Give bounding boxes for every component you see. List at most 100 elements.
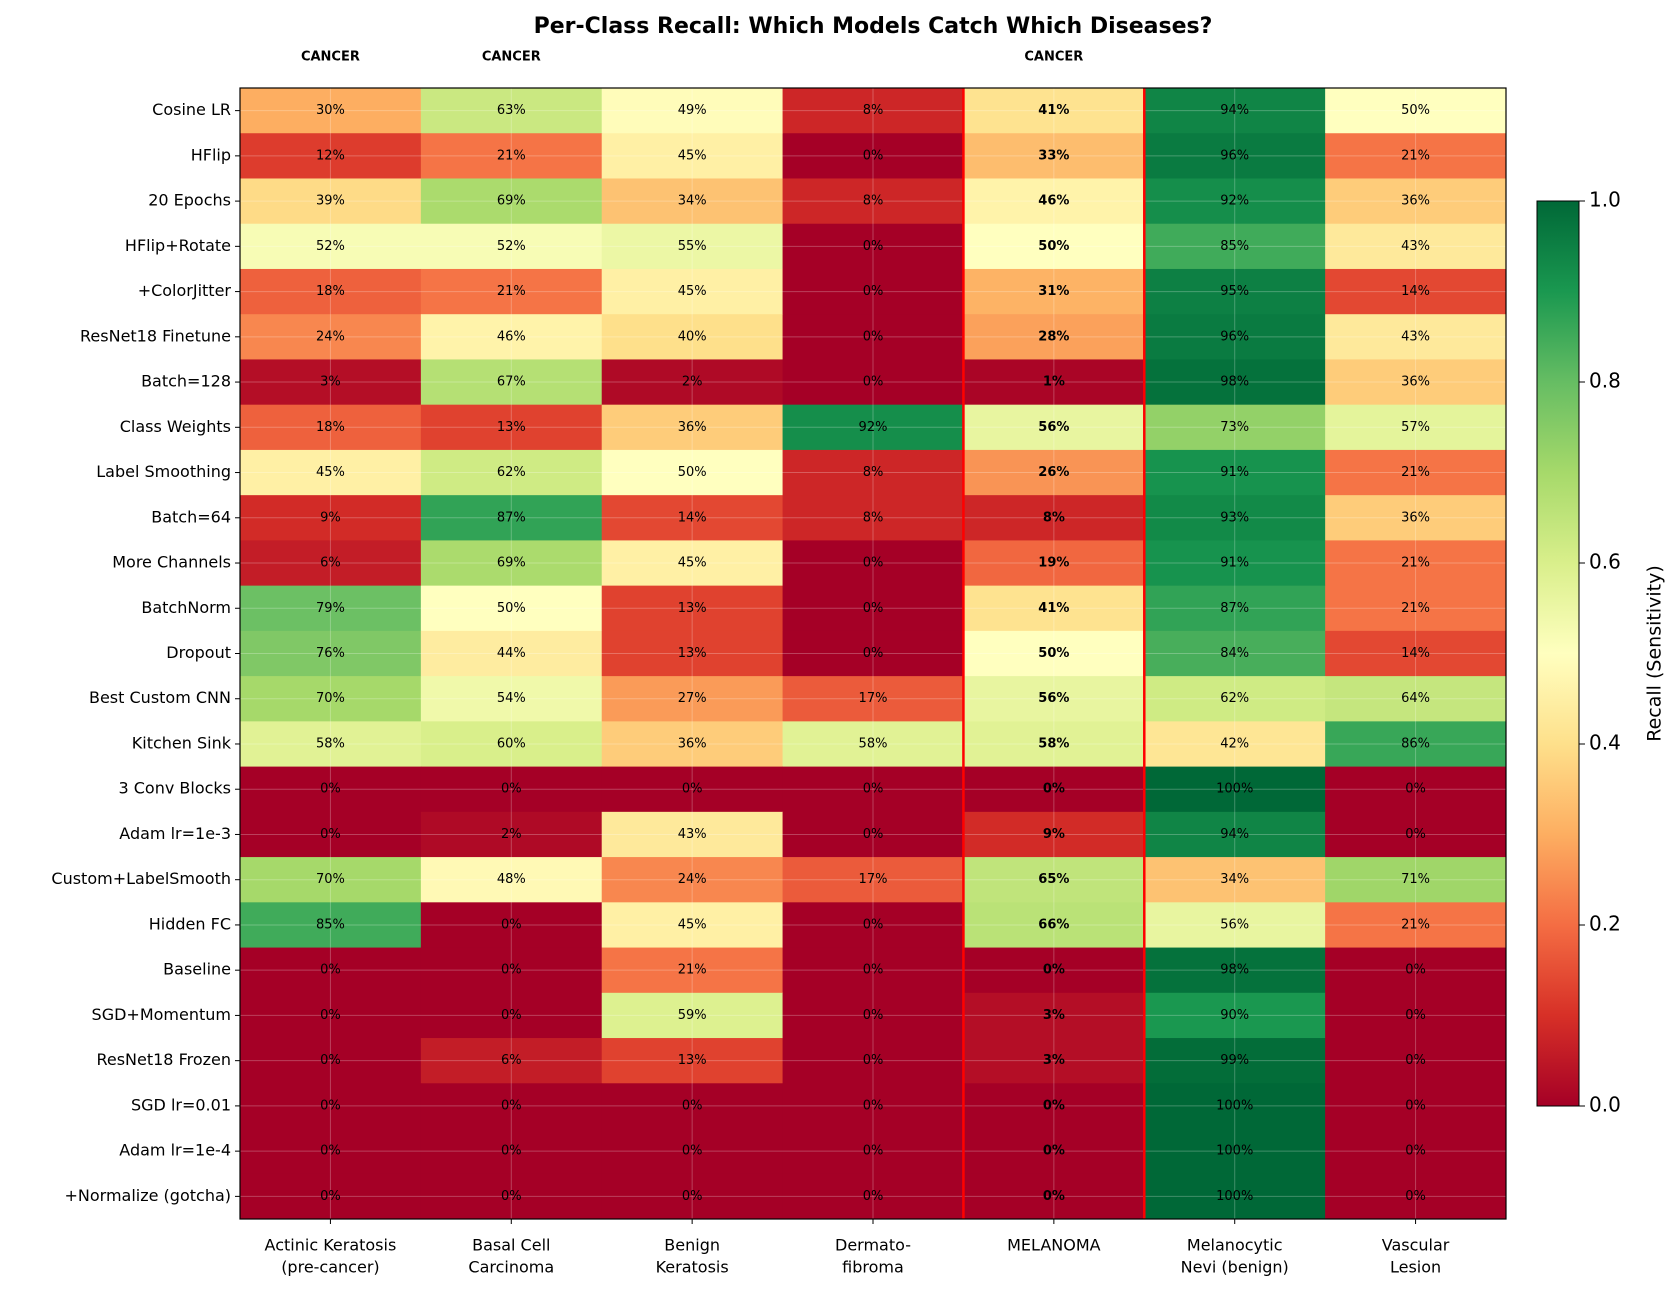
cell-label: 85% [316, 917, 345, 932]
cell-label: 8% [863, 103, 884, 118]
cell-label: 90% [1220, 1008, 1249, 1023]
cell-label: 96% [1220, 329, 1249, 344]
cell-label: 66% [1038, 917, 1069, 932]
cell-label: 63% [497, 103, 526, 118]
cell-label: 86% [1401, 736, 1430, 751]
heat-cell [420, 314, 603, 360]
cell-label: 30% [316, 103, 345, 118]
heat-cell [420, 811, 603, 858]
heat-cell [1144, 268, 1326, 315]
heat-cell [782, 1083, 964, 1130]
heat-cell [1325, 133, 1507, 179]
y-tick-label: SGD lr=0.01 [131, 1095, 231, 1114]
cell-label: 21% [1401, 601, 1430, 616]
cell-label: 50% [1038, 239, 1069, 254]
cell-label: 0% [1405, 963, 1426, 978]
y-tick-label: BatchNorm [141, 598, 231, 617]
heat-cell [420, 133, 603, 179]
heat-cell [601, 314, 784, 360]
heat-cell [963, 811, 1145, 858]
cell-label: 71% [1401, 872, 1430, 887]
cell-label: 2% [682, 375, 703, 390]
heat-cell [1325, 676, 1507, 722]
heat-cell [601, 178, 784, 225]
cell-label: 98% [1220, 375, 1249, 390]
heat-cell [1325, 449, 1507, 496]
heat-cell [240, 1128, 422, 1175]
heat-cell [240, 1038, 422, 1084]
cell-label: 0% [320, 1098, 341, 1113]
heat-cell [240, 223, 422, 270]
cell-label: 73% [1220, 420, 1249, 435]
heat-cell [1325, 630, 1507, 677]
heat-cell [240, 88, 422, 134]
cell-label: 3% [1043, 1053, 1065, 1068]
cell-label: 100% [1216, 1098, 1253, 1113]
heat-cell [782, 449, 964, 496]
cell-label: 34% [1220, 872, 1249, 887]
heat-cell [1144, 1038, 1326, 1084]
y-tick-label: 20 Epochs [148, 191, 231, 210]
cell-label: 0% [320, 1189, 341, 1204]
heat-cell [240, 133, 422, 179]
cell-label: 98% [1220, 963, 1249, 978]
cell-label: 0% [1405, 1144, 1426, 1159]
cell-label: 0% [501, 1189, 522, 1204]
heat-cell [1144, 133, 1326, 179]
cell-label: 0% [863, 1144, 884, 1159]
heat-cell [963, 540, 1145, 587]
cell-label: 62% [497, 465, 526, 480]
cell-label: 9% [1043, 827, 1065, 842]
heat-cell [1144, 449, 1326, 496]
heat-cell [601, 676, 784, 722]
heat-cell [1144, 1173, 1326, 1220]
x-tick-label: Nevi (benign) [1181, 1258, 1289, 1277]
cancer-annotation: CANCER [482, 50, 541, 65]
heat-cell [963, 1038, 1145, 1084]
cell-label: 100% [1216, 782, 1253, 797]
heat-cell [782, 178, 964, 225]
heat-cell [1144, 857, 1326, 903]
heat-cell [1325, 992, 1507, 1039]
cell-label: 49% [678, 103, 707, 118]
cell-label: 13% [678, 646, 707, 661]
y-tick-label: ResNet18 Frozen [96, 1050, 231, 1069]
heat-cell [420, 630, 603, 677]
cell-label: 79% [316, 601, 345, 616]
heat-cell [963, 585, 1145, 632]
colorbar-tick-label: 0.6 [1589, 550, 1621, 574]
heat-cell [601, 88, 784, 134]
heat-cell [420, 359, 603, 406]
heat-cell [420, 449, 603, 496]
heat-cell [601, 1038, 784, 1084]
cell-label: 0% [863, 917, 884, 932]
heat-cell [1325, 359, 1507, 406]
cell-label: 34% [678, 194, 707, 209]
cell-label: 0% [863, 827, 884, 842]
cell-label: 50% [1401, 103, 1430, 118]
cell-label: 0% [501, 917, 522, 932]
cell-label: 64% [1401, 691, 1430, 706]
colorbar-label: Recall (Sensitivity) [1644, 565, 1666, 741]
cell-label: 28% [1038, 329, 1069, 344]
cell-label: 52% [316, 239, 345, 254]
heat-cell [240, 630, 422, 677]
cell-label: 33% [1038, 148, 1069, 163]
cell-label: 50% [678, 465, 707, 480]
heat-cell [420, 947, 603, 994]
heat-cell [601, 540, 784, 587]
cell-label: 27% [678, 691, 707, 706]
cell-label: 36% [1401, 510, 1430, 525]
heat-cell [240, 540, 422, 587]
x-tick-label: (pre-cancer) [281, 1258, 379, 1277]
cell-label: 43% [678, 827, 707, 842]
cell-label: 0% [863, 601, 884, 616]
y-tick-label: Custom+LabelSmooth [51, 869, 231, 888]
y-tick-label: Batch=128 [141, 372, 231, 391]
heat-cell [963, 902, 1145, 949]
cell-label: 92% [859, 420, 888, 435]
heat-cell [601, 585, 784, 632]
cell-label: 0% [501, 1098, 522, 1113]
y-tick-label: 3 Conv Blocks [118, 779, 231, 798]
